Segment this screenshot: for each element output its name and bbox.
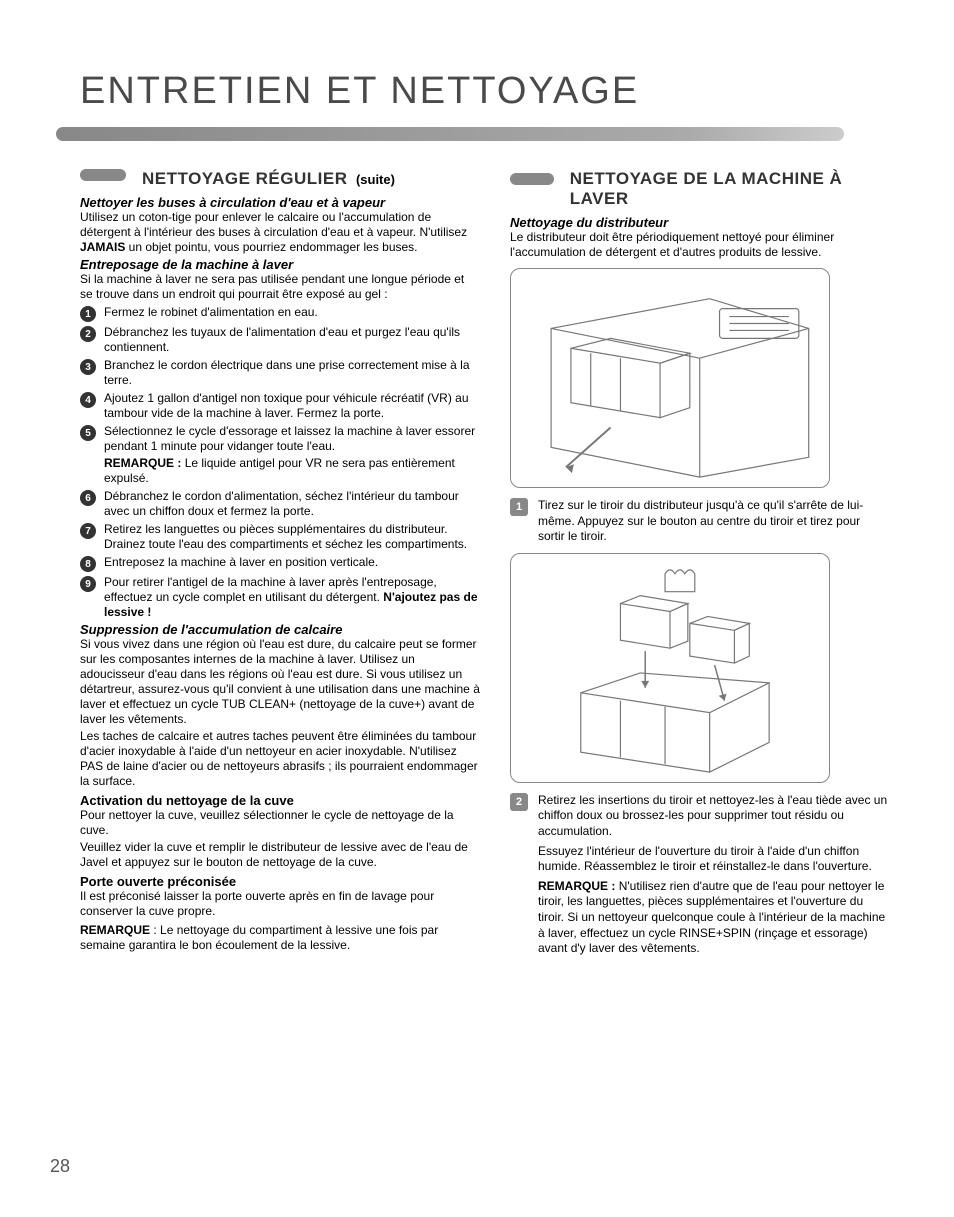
figure-washer-drawer [510, 268, 830, 488]
step-bullet-9: 9 [80, 576, 96, 592]
body-storage-intro: Si la machine à laver ne sera pas utilis… [80, 272, 480, 302]
step-7: 7 Retirez les languettes ou pièces suppl… [80, 522, 480, 552]
step-bullet-5: 5 [80, 425, 96, 441]
step-2: 2 Débranchez les tuyaux de l'alimentatio… [80, 325, 480, 355]
step-text-2: Débranchez les tuyaux de l'alimentation … [104, 325, 480, 355]
step-6: 6 Débranchez le cordon d'alimentation, s… [80, 489, 480, 519]
step-1: 1 Fermez le robinet d'alimentation en ea… [80, 305, 480, 322]
right-step-text-2: Retirez les insertions du tiroir et nett… [538, 793, 890, 840]
step-bullet-2: 2 [80, 326, 96, 342]
subhead-door-open: Porte ouverte préconisée [80, 874, 480, 889]
subhead-nozzles: Nettoyer les buses à circulation d'eau e… [80, 195, 480, 210]
right-step-2-p2: Essuyez l'intérieur de l'ouverture du ti… [538, 844, 890, 875]
step-bullet-6: 6 [80, 490, 96, 506]
page-main-title: ENTRETIEN ET NETTOYAGE [80, 70, 904, 113]
step-bullet-8: 8 [80, 556, 96, 572]
step-text-6: Débranchez le cordon d'alimentation, séc… [104, 489, 480, 519]
bottom-note: REMARQUE : Le nettoyage du compartiment … [80, 923, 480, 953]
body-door-open: Il est préconisé laisser la porte ouvert… [80, 889, 480, 919]
left-section-title: NETTOYAGE RÉGULIER [142, 169, 347, 188]
figure-drawer-inserts [510, 553, 830, 783]
body-nozzles: Utilisez un coton-tige pour enlever le c… [80, 210, 480, 255]
left-column: NETTOYAGE RÉGULIER (suite) Nettoyer les … [80, 169, 480, 957]
right-step-1: 1 Tirez sur le tiroir du distributeur ju… [510, 498, 890, 545]
drawer-inserts-illustration-icon [511, 554, 829, 782]
step-text-9: Pour retirer l'antigel de la machine à l… [104, 575, 480, 620]
body-limescale-1: Si vous vivez dans une région où l'eau e… [80, 637, 480, 727]
step-text-5: Sélectionnez le cycle d'essorage et lais… [104, 424, 480, 454]
subhead-storage: Entreposage de la machine à laver [80, 257, 480, 272]
step-text-8: Entreposez la machine à laver en positio… [104, 555, 480, 570]
right-step-bullet-2: 2 [510, 793, 528, 811]
right-column: NETTOYAGE DE LA MACHINE À LAVER Nettoyag… [510, 169, 890, 957]
step-5-note: REMARQUE : Le liquide antigel pour VR ne… [104, 456, 480, 486]
step-9: 9 Pour retirer l'antigel de la machine à… [80, 575, 480, 620]
subhead-limescale: Suppression de l'accumulation de calcair… [80, 622, 480, 637]
body-tub-clean-2: Veuillez vider la cuve et remplir le dis… [80, 840, 480, 870]
section-pill-icon [80, 169, 126, 181]
right-section-title: NETTOYAGE DE LA MACHINE À LAVER [570, 169, 890, 209]
left-section-suffix: (suite) [356, 172, 395, 187]
title-underline-bar [56, 127, 844, 141]
step-text-4: Ajoutez 1 gallon d'antigel non toxique p… [104, 391, 480, 421]
step-4: 4 Ajoutez 1 gallon d'antigel non toxique… [80, 391, 480, 421]
step-5: 5 Sélectionnez le cycle d'essorage et la… [80, 424, 480, 454]
step-text-7: Retirez les languettes ou pièces supplém… [104, 522, 480, 552]
body-tub-clean-1: Pour nettoyer la cuve, veuillez sélectio… [80, 808, 480, 838]
step-bullet-7: 7 [80, 523, 96, 539]
subhead-dispenser: Nettoyage du distributeur [510, 215, 890, 230]
step-8: 8 Entreposez la machine à laver en posit… [80, 555, 480, 572]
step-bullet-4: 4 [80, 392, 96, 408]
body-dispenser-intro: Le distributeur doit être périodiquement… [510, 230, 890, 260]
subhead-tub-clean: Activation du nettoyage de la cuve [80, 793, 480, 808]
right-step-2: 2 Retirez les insertions du tiroir et ne… [510, 793, 890, 840]
right-step-bullet-1: 1 [510, 498, 528, 516]
right-step-2-note: REMARQUE : N'utilisez rien d'autre que d… [538, 879, 890, 957]
step-text-1: Fermez le robinet d'alimentation en eau. [104, 305, 480, 320]
washer-drawer-illustration-icon [511, 269, 829, 487]
page-number: 28 [50, 1156, 70, 1177]
step-3: 3 Branchez le cordon électrique dans une… [80, 358, 480, 388]
section-pill-icon [510, 173, 554, 185]
step-text-3: Branchez le cordon électrique dans une p… [104, 358, 480, 388]
right-step-text-1: Tirez sur le tiroir du distributeur jusq… [538, 498, 890, 545]
step-bullet-1: 1 [80, 306, 96, 322]
body-limescale-2: Les taches de calcaire et autres taches … [80, 729, 480, 789]
step-bullet-3: 3 [80, 359, 96, 375]
